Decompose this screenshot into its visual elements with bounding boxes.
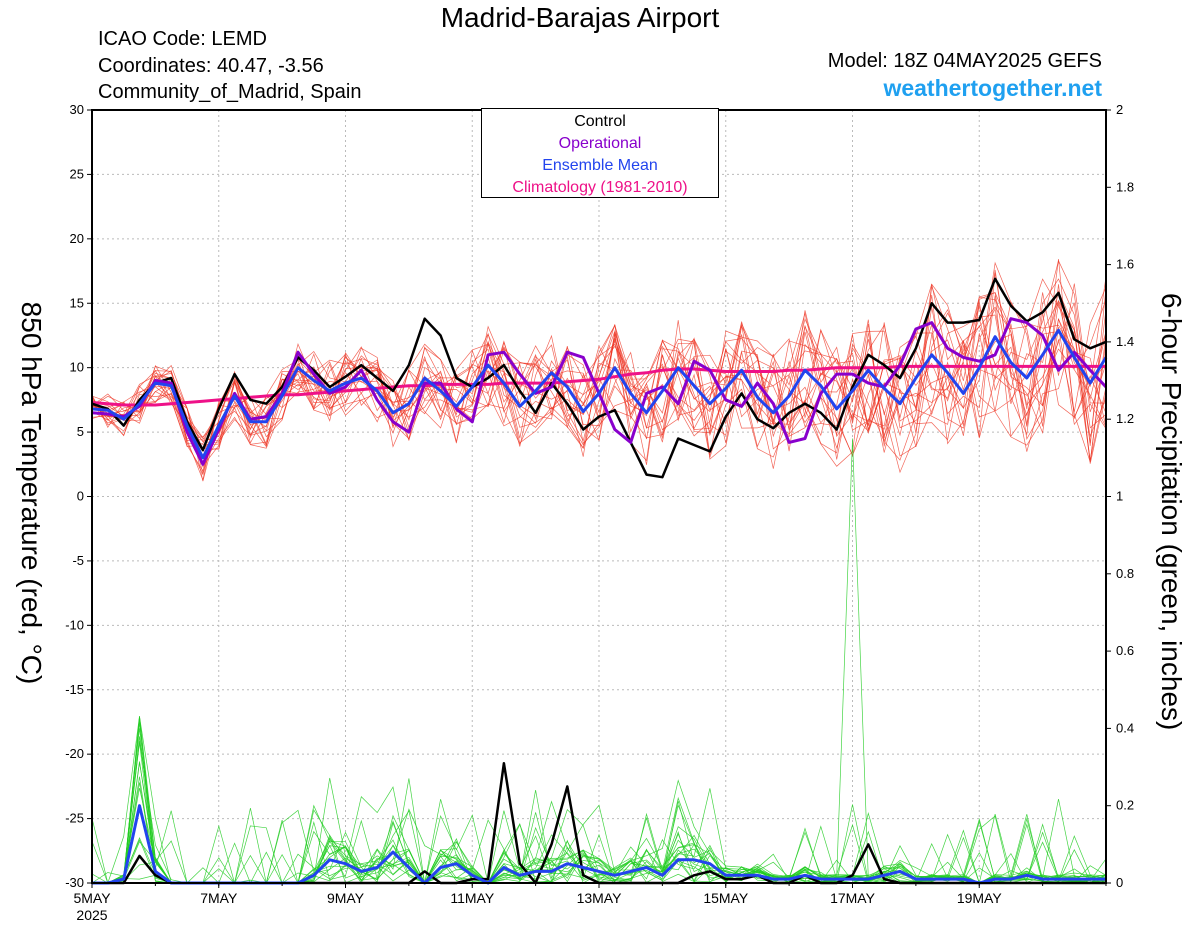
- y-right-tick-label: 1.8: [1116, 179, 1134, 194]
- model-run: Model: 18Z 04MAY2025 GEFS: [827, 50, 1102, 72]
- y-right-label: 6-hour Precipitation (green, inches): [1156, 293, 1187, 731]
- y-left-tick-label: 20: [70, 231, 84, 246]
- grid-lines: [92, 110, 1106, 883]
- y-right-tick-label: 1: [1116, 489, 1123, 504]
- y-left-tick-label: -25: [65, 811, 84, 826]
- x-tick-label: 13MAY: [577, 890, 623, 906]
- y-left-tick-label: 0: [77, 489, 84, 504]
- legend-climatology: Climatology (1981-2010): [512, 179, 688, 196]
- x-tick-label: 19MAY: [957, 890, 1003, 906]
- temperature-member-line: [91, 283, 1107, 472]
- y-left-tick-label: -5: [72, 553, 84, 568]
- legend-control: Control: [574, 113, 626, 130]
- x-year-label: 2025: [76, 907, 107, 923]
- x-tick-label: 9MAY: [327, 890, 365, 906]
- site-link[interactable]: weathertogether.net: [883, 75, 1102, 101]
- y-right-tick-label: 0.8: [1116, 566, 1134, 581]
- y-left-label: 850 hPa Temperature (red, °C): [16, 301, 47, 685]
- y-left-tick-label: -15: [65, 682, 84, 697]
- y-left-tick-label: -20: [65, 746, 84, 761]
- icao-code: ICAO Code: LEMD: [98, 28, 267, 50]
- y-right-tick-label: 2: [1116, 102, 1123, 117]
- y-right-tick-label: 1.2: [1116, 411, 1134, 426]
- legend: Control Operational Ensemble Mean Climat…: [481, 108, 719, 198]
- x-tick-label: 5MAY: [73, 890, 111, 906]
- temperature-member-line: [91, 284, 1107, 482]
- temperature-member-line: [91, 286, 1107, 455]
- y-left-tick-label: 15: [70, 295, 84, 310]
- y-right-tick-label: 0: [1116, 875, 1123, 890]
- y-right-tick-label: 0.6: [1116, 643, 1134, 658]
- temperature-member-line: [91, 287, 1107, 452]
- y-left-tick-label: 5: [77, 424, 84, 439]
- y-left-tick-label: 10: [70, 360, 84, 375]
- y-right-tick-label: 1.6: [1116, 257, 1134, 272]
- chart-title: Madrid-Barajas Airport: [440, 2, 720, 33]
- legend-operational: Operational: [558, 135, 642, 152]
- x-tick-label: 15MAY: [703, 890, 749, 906]
- y-right-tick-label: 1.4: [1116, 334, 1134, 349]
- y-right-tick-label: 0.2: [1116, 798, 1134, 813]
- coordinates: Coordinates: 40.47, -3.56: [98, 55, 324, 77]
- temperature-member-line: [91, 294, 1107, 467]
- region: Community_of_Madrid, Spain: [98, 81, 362, 103]
- temp-ensemble-mean-line: [91, 328, 1108, 460]
- temp-control-line: [91, 277, 1107, 479]
- y-left-tick-label: -30: [65, 875, 84, 890]
- temperature-member-line: [91, 305, 1107, 465]
- x-tick-label: 17MAY: [830, 890, 876, 906]
- temperature-member-line: [91, 290, 1107, 462]
- axes: 302520151050-5-10-15-20-25-3021.81.61.41…: [65, 102, 1134, 923]
- temperature-member-line: [91, 278, 1107, 474]
- x-tick-label: 7MAY: [200, 890, 238, 906]
- y-left-tick-label: -10: [65, 617, 84, 632]
- y-right-tick-label: 0.4: [1116, 720, 1134, 735]
- x-tick-label: 11MAY: [450, 890, 494, 906]
- y-left-tick-label: 30: [70, 102, 84, 117]
- y-left-tick-label: 25: [70, 166, 84, 181]
- temp-climatology-1981-2010--line: [91, 364, 1106, 407]
- legend-ensemble-mean: Ensemble Mean: [542, 157, 658, 174]
